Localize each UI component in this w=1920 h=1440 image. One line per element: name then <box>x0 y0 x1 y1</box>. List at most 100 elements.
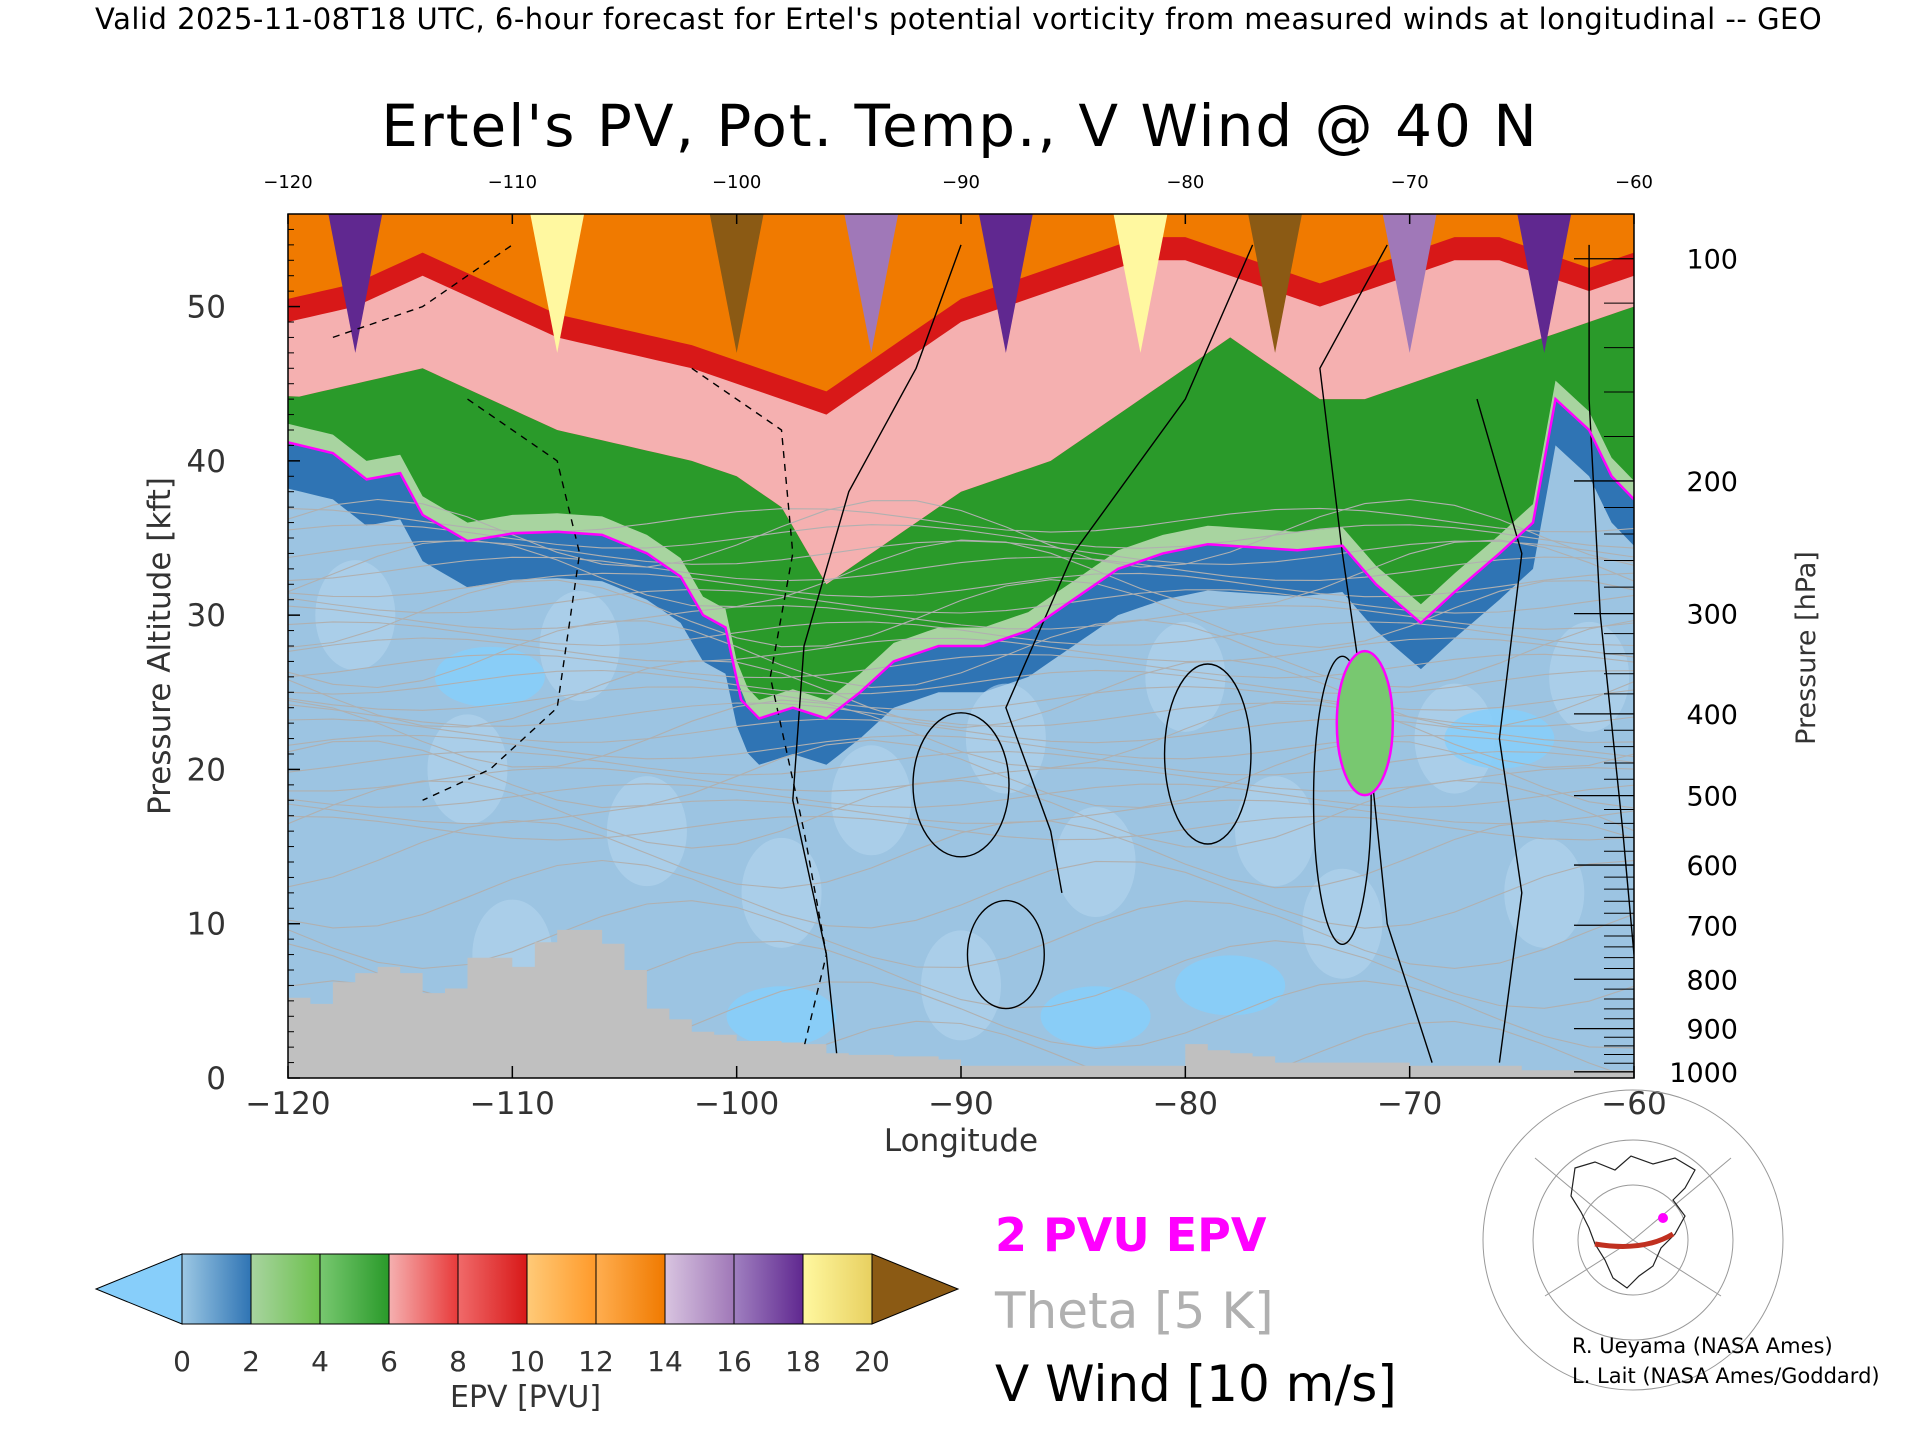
epv-max <box>709 214 764 353</box>
credit-line: R. Ueyama (NASA Ames) <box>1572 1334 1833 1358</box>
colorbar-segment <box>802 1253 873 1325</box>
theta-contour <box>288 718 1634 744</box>
epv-mottle <box>1504 837 1585 948</box>
theta-contour <box>288 739 1634 809</box>
colorbar-tick-label: 4 <box>311 1345 329 1378</box>
colorbar-segment <box>250 1253 321 1325</box>
north-america-outline <box>1570 1155 1696 1289</box>
pressure-tick-label: 1000 <box>1669 1058 1738 1089</box>
x-tick-label: −110 <box>470 1086 555 1122</box>
epv-mottle <box>1055 807 1136 917</box>
colorbar-segment <box>664 1253 735 1325</box>
pressure-tick-label: 600 <box>1686 851 1738 882</box>
epv-shading <box>288 214 1634 765</box>
theta-contour <box>288 498 1634 568</box>
epv-max <box>1248 214 1302 353</box>
pv-2pvu-anomaly <box>1335 649 1395 797</box>
v-wind-contour <box>691 367 828 1048</box>
x-tick-label: −120 <box>245 1086 330 1122</box>
x-top-tick-label: −90 <box>942 172 980 193</box>
epv-band-orange <box>288 214 1634 392</box>
pressure-tick-label: 200 <box>1686 467 1738 498</box>
credit-line: L. Lait (NASA Ames/Goddard) <box>1572 1364 1880 1388</box>
locator-grid <box>1632 1239 1722 1297</box>
location-marker <box>1658 1213 1668 1223</box>
colorbar-tick-label: 8 <box>449 1345 467 1378</box>
epv-mottle <box>1302 868 1383 979</box>
theta-contour <box>288 702 1634 728</box>
theta-contour <box>288 507 1634 533</box>
epv-band-green <box>288 306 1634 719</box>
pressure-tick-label: 300 <box>1686 600 1738 631</box>
theta-contour <box>288 859 1634 929</box>
v-wind-contour <box>1588 244 1634 955</box>
epv-band-pink <box>288 260 1634 585</box>
epv-mottle <box>741 837 822 948</box>
theta-contour <box>288 540 1634 565</box>
epv-low-region <box>434 646 545 707</box>
legend-wind: V Wind [10 m/s] <box>995 1355 1397 1413</box>
colorbar-segment <box>319 1253 390 1325</box>
theta-contour <box>288 815 1634 841</box>
y-tick-label: 50 <box>187 290 226 326</box>
colorbar-tick-label: 12 <box>578 1345 614 1378</box>
y-tick-label: 30 <box>187 598 226 634</box>
colorbar-tick-label: 2 <box>242 1345 260 1378</box>
header-text: Valid 2025-11-08T18 UTC, 6-hour forecast… <box>95 2 1823 36</box>
v-wind-contour <box>1163 663 1252 845</box>
epv-mottle <box>427 714 508 825</box>
v-wind-contour <box>912 712 1010 858</box>
theta-contour <box>288 750 1634 776</box>
theta-contour <box>288 539 1634 608</box>
epv-low-region <box>1175 955 1286 1016</box>
colorbar: 0 2 4 6 8 10 12 14 16 18 20 <box>94 1253 960 1378</box>
colorbar-tick-label: 0 <box>173 1345 191 1378</box>
locator-grid <box>1482 1089 1784 1391</box>
colorbar-segment <box>457 1253 528 1325</box>
colorbar-tick-label: 6 <box>380 1345 398 1378</box>
x-top-tick-label: −60 <box>1615 172 1653 193</box>
v-wind-contour <box>1476 398 1523 1063</box>
pressure-tick-label: 700 <box>1686 911 1738 942</box>
theta-contour <box>288 619 1634 689</box>
epv-mottle <box>1235 776 1316 887</box>
epv-band-deep-blue <box>288 399 1634 765</box>
epv-mottle <box>539 591 620 701</box>
y-tick-label: 20 <box>187 752 226 788</box>
theta-contour <box>288 734 1634 760</box>
x-top-tick-label: −70 <box>1391 172 1429 193</box>
locator-grid <box>1632 1157 1732 1241</box>
pressure-tick-label: 500 <box>1686 782 1738 813</box>
x-top-tick-label: −110 <box>488 172 537 193</box>
colorbar-tick-label: 18 <box>785 1345 821 1378</box>
pressure-tick-label: 100 <box>1686 245 1738 276</box>
v-wind-contour <box>332 244 513 339</box>
colorbar-segment <box>388 1253 459 1325</box>
x-tick-label: −70 <box>1377 1086 1442 1122</box>
epv-max <box>1382 214 1437 353</box>
colorbar-segment <box>526 1253 597 1325</box>
theta-contour <box>288 767 1634 792</box>
theta-contour <box>288 779 1634 849</box>
epv-max <box>1113 214 1168 353</box>
theta-contour <box>288 819 1634 889</box>
locator-grid <box>1577 1184 1689 1296</box>
epv-max <box>530 214 585 353</box>
colorbar-segment <box>733 1253 804 1325</box>
y2-axis-label: Pressure [hPa] <box>1791 551 1822 745</box>
theta-contour <box>288 799 1634 825</box>
section-line <box>1594 1231 1675 1249</box>
epv-low-region <box>1040 986 1151 1047</box>
y-tick-label: 40 <box>187 444 226 480</box>
pressure-tick-label: 800 <box>1686 965 1738 996</box>
theta-contour <box>288 699 1634 769</box>
locator-grid <box>1544 1239 1634 1297</box>
x-tick-label: −80 <box>1153 1086 1218 1122</box>
epv-mottle <box>606 776 687 887</box>
axes: −120 −110 −100 −90 −80 −70 −60 −120 −110 −100 −90 −… <box>187 172 1738 1122</box>
y-tick-label: 0 <box>206 1061 226 1097</box>
v-wind-contours <box>332 244 1634 1063</box>
epv-max <box>328 214 383 353</box>
theta-contour <box>288 572 1634 598</box>
epv-low-region <box>726 986 837 1047</box>
